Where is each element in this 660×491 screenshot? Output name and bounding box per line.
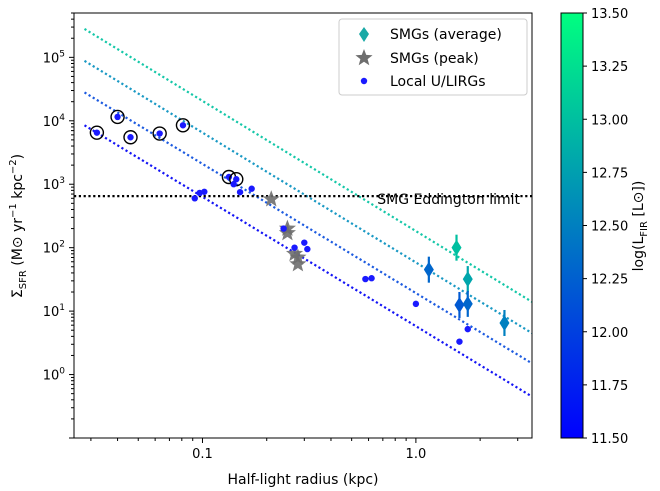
y-axis-label: ΣSFR (M⊙ yr−1 kpc−2) [8,154,29,298]
colorbar-tick-label: 11.50 [591,432,628,447]
colorbar-tick-label: 12.50 [591,220,628,235]
local-ulirg-ring [89,125,105,140]
model-lines [83,28,532,398]
legend-marker-diamond [359,27,369,42]
x-axis-ticks: 0.1 1.0 [90,438,519,462]
smg-peak-point [278,224,296,241]
local-ulirg-point [156,130,163,137]
y-tick-label: 103 [43,176,65,193]
y-tick-label: 100 [43,367,66,384]
colorbar-tick-label: 13.25 [591,60,628,75]
colorbar-tick-label: 13.50 [591,7,628,22]
x-tick-label: 1.0 [406,447,427,462]
y-tick-label: 105 [43,49,65,66]
local-ulirg-point [362,275,369,283]
local-ulirg-point [464,325,471,333]
smg-average-point [423,261,434,278]
smg-peak-point [285,244,304,262]
legend-box [338,18,528,96]
plot-frame [73,12,533,439]
legend: SMGs (average) SMGs (peak) Local U/LIRGs [338,18,528,96]
local-ulirg-point [233,176,240,183]
smg-average-point [499,314,510,331]
local-ulirg-ring [175,118,191,133]
local-ulirg-point [280,225,287,232]
colorbar-tick-label: 13.00 [591,113,628,128]
colorbar: 11.50 11.75 12.00 12.25 12.50 12.75 13.00 13.25… [560,7,650,447]
data-points [89,109,510,345]
legend-label-local-ulirgs: Local U/LIRGs [390,74,486,90]
y-tick-label: 101 [43,303,65,320]
smg-average-point [451,239,462,256]
local-ulirg-point [230,181,237,188]
local-ulirg-point [93,129,101,136]
colorbar-tick-label: 12.25 [591,273,628,288]
local-ulirg-point [191,195,198,202]
legend-marker-star [355,49,373,66]
local-ulirg-point [127,134,134,141]
smg-average-point [454,296,465,313]
local-ulirg-point [304,245,311,253]
colorbar-label: log(LFIR [L⊙]) [631,181,650,272]
model-line-2 [83,59,532,335]
x-axis-label: Half-light radius (kpc) [227,472,378,488]
local-ulirg-point [301,239,308,246]
local-ulirg-point [179,122,187,129]
local-ulirg-point [291,244,298,251]
local-ulirg-point [114,113,121,121]
local-ulirg-ring [152,126,167,141]
smg-average-point [462,295,473,312]
x-tick-label: 0.1 [192,447,213,462]
y-axis-ticks: 100 101 102 103 104 105 [43,12,74,439]
smg-average-point [462,271,473,288]
legend-label-smg-average: SMGs (average) [390,27,502,43]
local-ulirg-point [412,300,420,308]
y-tick-label: 104 [43,113,66,130]
local-ulirg-point [236,188,244,196]
colorbar-tick-label: 11.75 [591,379,628,394]
model-line-1 [83,91,532,365]
legend-marker-circle [360,77,368,85]
local-ulirg-ring [110,109,125,125]
local-ulirg-point [248,185,255,192]
y-tick-label: 102 [43,240,65,257]
model-line-3 [83,28,532,303]
legend-label-smg-peak: SMGs (peak) [390,51,479,67]
local-ulirg-ring [123,130,138,145]
local-ulirg-point [368,275,375,282]
local-ulirg-point [201,188,208,195]
local-ulirg-point [456,338,463,345]
model-line-0 [83,124,532,398]
smg-peak-point [289,255,307,272]
colorbar-tick-label: 12.75 [591,166,628,181]
colorbar-gradient [560,12,584,439]
smg-peak-point [262,190,280,207]
colorbar-tick-label: 12.00 [591,326,628,341]
eddington-label: SMG Eddington limit [377,192,520,208]
